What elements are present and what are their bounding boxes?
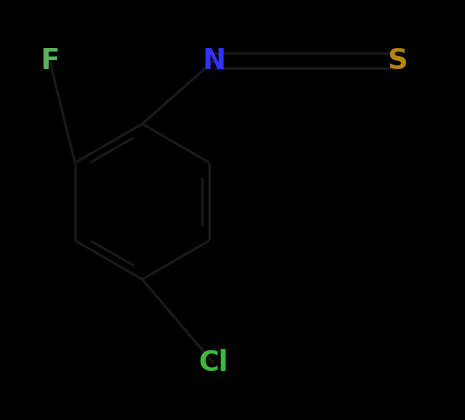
Text: F: F	[40, 47, 59, 75]
Text: Cl: Cl	[199, 349, 229, 377]
Text: N: N	[202, 47, 225, 75]
Text: S: S	[388, 47, 408, 75]
